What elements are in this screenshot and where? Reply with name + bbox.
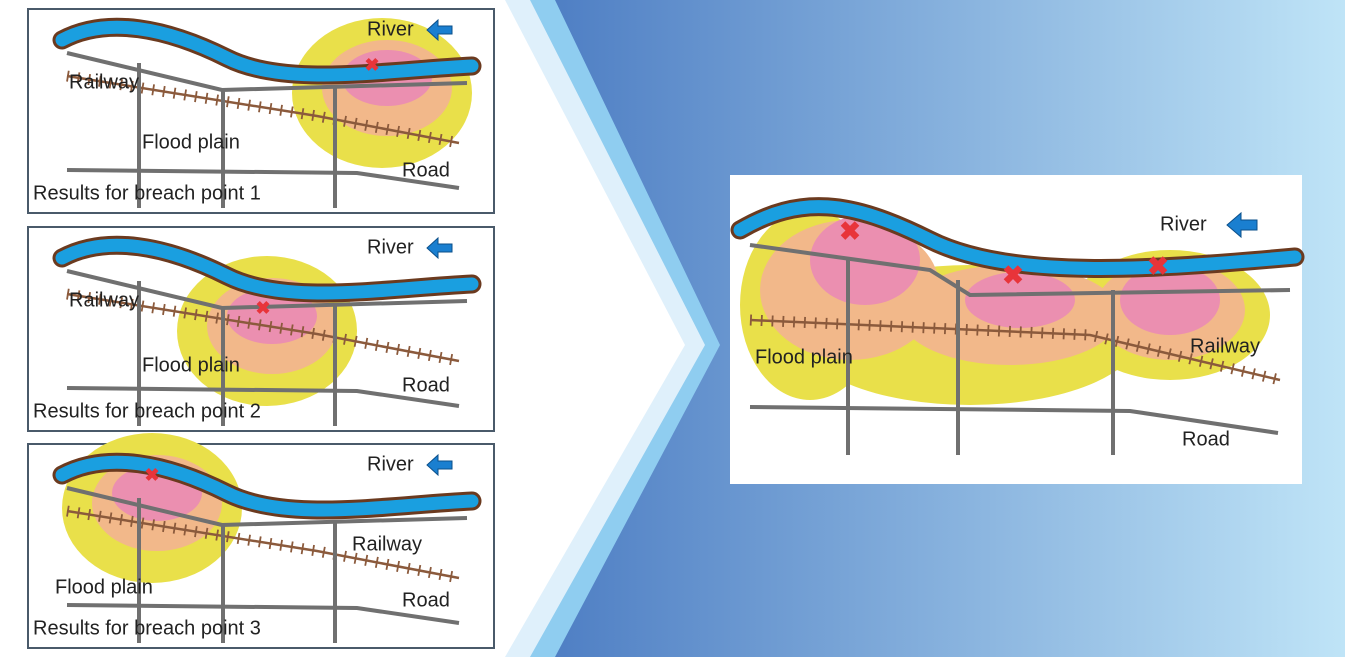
railway	[66, 292, 460, 363]
road	[137, 63, 337, 208]
railway-label: Railway	[352, 533, 422, 555]
road	[137, 498, 337, 643]
flood-plain-label: Flood plain	[142, 131, 240, 153]
railway-label: Railway	[69, 71, 139, 93]
flow-arrow	[1226, 211, 1258, 239]
flow-arrow	[426, 453, 453, 477]
road-label: Road	[402, 159, 450, 181]
breach-marks: ✖ ✖ ✖	[839, 216, 1169, 290]
railway-label: Railway	[69, 289, 139, 311]
flood-plain-label: Flood plain	[55, 576, 153, 598]
flood-plain-label: Flood plain	[142, 354, 240, 376]
breach-mark: ✖	[255, 298, 270, 318]
river-label: River	[367, 236, 414, 258]
panel-caption: Results for breach point 3	[33, 617, 261, 639]
combined-map: ✖ ✖ ✖ River Flood plain Railway Road	[730, 175, 1305, 484]
breach-panel: ✖ River Railway Flood plain Road Results for …	[27, 8, 495, 214]
panel-caption: Results for breach point 2	[33, 400, 261, 422]
breach-panel: ✖ River Railway Flood plain Road Results for …	[27, 226, 495, 432]
river	[55, 455, 479, 517]
river	[55, 238, 479, 300]
breach-mark: ✖	[364, 55, 379, 75]
river	[55, 20, 479, 82]
svg-text:✖: ✖	[839, 216, 861, 246]
road-label: Road	[1182, 428, 1230, 450]
flood-zones	[740, 210, 1270, 405]
railway	[66, 509, 460, 580]
panel-caption: Results for breach point 1	[33, 182, 261, 204]
flow-arrow	[426, 18, 453, 42]
breach-panel: ✖ River Railway Flood plain Road Results for …	[27, 433, 495, 649]
road	[66, 168, 460, 190]
road-label: Road	[402, 589, 450, 611]
railway	[66, 74, 460, 145]
river-label: River	[367, 453, 414, 475]
svg-text:✖: ✖	[1147, 251, 1169, 281]
road-label: Road	[402, 374, 450, 396]
road	[66, 603, 460, 625]
road	[137, 281, 337, 426]
river-label: River	[367, 18, 414, 40]
river-label: River	[1160, 213, 1207, 235]
breach-mark: ✖	[144, 465, 159, 485]
road	[66, 386, 460, 408]
flow-arrow	[426, 236, 453, 260]
flood-plain-label: Flood plain	[755, 346, 853, 368]
svg-text:✖: ✖	[1002, 260, 1024, 290]
railway-label: Railway	[1190, 335, 1260, 357]
